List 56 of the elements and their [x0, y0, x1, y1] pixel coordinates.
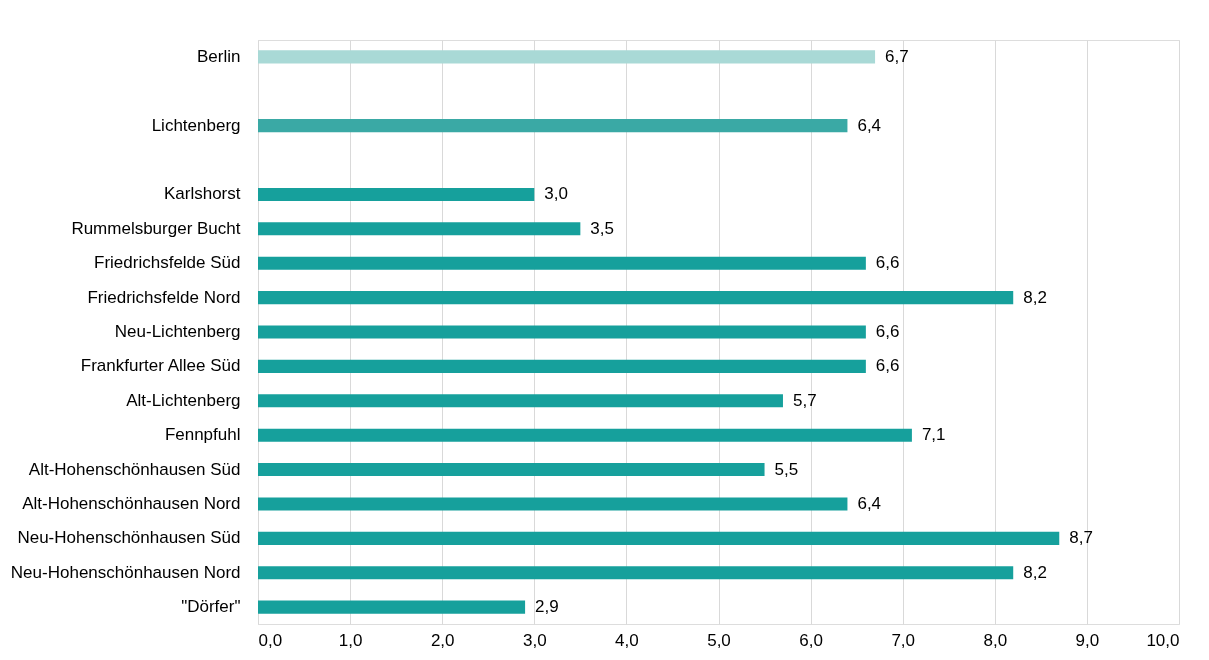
y-tick-label: Karlshorst: [163, 184, 241, 204]
y-tick-label: Alt-Hohenschönhausen Nord: [22, 493, 241, 513]
y-tick-label: Neu-Hohenschönhausen Nord: [10, 562, 241, 582]
bar: [258, 119, 848, 133]
x-tick-label: 4,0: [615, 630, 639, 650]
data-label: 3,5: [590, 218, 614, 238]
bar: [258, 291, 1014, 305]
bar: [258, 50, 876, 64]
y-tick-label: Alt-Lichtenberg: [126, 390, 241, 410]
x-tick-label: 6,0: [799, 630, 823, 650]
x-tick-label: 9,0: [1075, 630, 1100, 650]
bar: [258, 187, 535, 201]
y-tick-label: Friedrichsfelde Nord: [87, 287, 241, 307]
data-label: 6,6: [875, 253, 900, 273]
x-tick-label: 7,0: [891, 630, 916, 650]
bar: [258, 463, 765, 477]
x-tick-label: 0,0: [258, 630, 283, 650]
bar: [258, 325, 866, 339]
bar: [258, 566, 1014, 580]
y-tick-label: Frankfurter Allee Süd: [80, 356, 241, 376]
data-label: 7,1: [921, 425, 946, 445]
bar: [258, 531, 1060, 545]
data-label: 6,4: [857, 493, 882, 513]
y-tick-label: Berlin: [197, 46, 241, 66]
y-tick-label: "Dörfer": [181, 597, 241, 617]
y-tick-label: Lichtenberg: [151, 115, 241, 135]
y-tick-label: Friedrichsfelde Süd: [94, 253, 241, 273]
y-tick-label: Neu-Lichtenberg: [114, 322, 241, 341]
x-tick-label: 2,0: [430, 630, 455, 650]
y-tick-label: Rummelsburger Bucht: [71, 218, 241, 238]
x-tick-label: 8,0: [983, 630, 1008, 650]
data-label: 6,6: [875, 356, 900, 376]
data-label: 3,0: [544, 184, 568, 204]
bar: [258, 600, 526, 614]
bar: [258, 359, 866, 373]
x-tick-label: 3,0: [522, 630, 547, 650]
data-label: 6,7: [885, 46, 909, 66]
y-tick-label: Alt-Hohenschönhausen Süd: [28, 459, 241, 479]
bar: [258, 428, 912, 442]
y-tick-label: Neu-Hohenschönhausen Süd: [17, 528, 241, 548]
bar: [258, 256, 866, 270]
data-label: 8,2: [1023, 562, 1047, 582]
data-label: 5,7: [792, 390, 817, 410]
bar: [258, 497, 848, 511]
x-tick-label: 10,0: [1146, 630, 1180, 650]
x-tick-label: 5,0: [707, 630, 731, 650]
data-label: 8,7: [1069, 528, 1093, 548]
data-label: 5,5: [774, 459, 799, 479]
data-label: 2,9: [535, 597, 559, 617]
bar: [258, 222, 581, 236]
data-label: 6,6: [875, 322, 900, 341]
data-label: 6,4: [857, 115, 882, 135]
x-tick-label: 1,0: [338, 630, 363, 650]
y-tick-label: Fennpfuhl: [164, 425, 241, 445]
bar: [258, 394, 783, 408]
data-label: 8,2: [1023, 287, 1047, 307]
